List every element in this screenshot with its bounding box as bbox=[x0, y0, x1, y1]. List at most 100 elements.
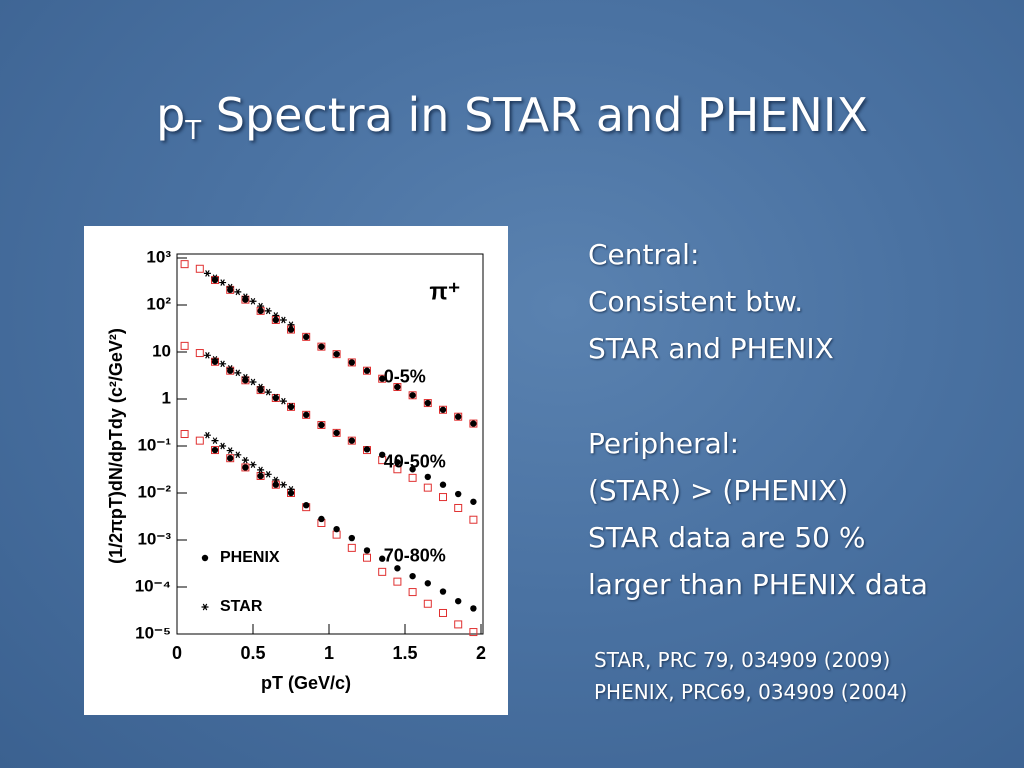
data-point bbox=[318, 343, 325, 350]
data-point bbox=[423, 599, 432, 608]
data-point bbox=[203, 351, 211, 359]
data-point bbox=[439, 608, 447, 617]
data-point bbox=[379, 375, 386, 382]
data-point bbox=[470, 498, 477, 505]
data-point bbox=[195, 436, 204, 445]
data-point bbox=[249, 297, 257, 305]
data-point bbox=[271, 480, 280, 489]
data-point bbox=[303, 333, 310, 341]
data-point bbox=[317, 342, 326, 351]
data-point bbox=[347, 543, 356, 552]
data-point bbox=[454, 503, 463, 512]
data-point bbox=[287, 326, 295, 333]
data-point bbox=[455, 490, 462, 498]
data-point bbox=[211, 446, 219, 455]
data-point bbox=[408, 391, 417, 400]
annotation: π⁺ bbox=[429, 278, 460, 305]
data-point bbox=[348, 534, 355, 542]
data-point bbox=[302, 410, 311, 419]
title-text: Spectra in STAR and PHENIX bbox=[201, 88, 868, 142]
data-point bbox=[333, 525, 340, 533]
data-point bbox=[408, 588, 417, 597]
data-point bbox=[363, 446, 371, 453]
title-subscript: T bbox=[185, 116, 202, 146]
data-point bbox=[234, 451, 242, 459]
data-point bbox=[264, 388, 272, 396]
plot-frame bbox=[176, 253, 484, 635]
data-point bbox=[211, 274, 219, 282]
data-point bbox=[242, 296, 249, 303]
note-line: STAR data are 50 % bbox=[588, 521, 866, 554]
legend-marker bbox=[201, 554, 209, 562]
data-point bbox=[257, 307, 264, 315]
legend-label: PHENIX bbox=[220, 549, 280, 566]
data-point bbox=[379, 555, 386, 562]
data-point bbox=[333, 429, 340, 437]
x-axis-label: pT (GeV/c) bbox=[261, 673, 351, 693]
data-point bbox=[393, 465, 402, 474]
annotation: 40-50% bbox=[384, 452, 446, 472]
y-tick-label: 10 bbox=[152, 341, 171, 360]
chart: pT (GeV/c) (1/2πpT)dN/dpTdy (c²/GeV²) 10… bbox=[84, 226, 508, 715]
data-point bbox=[439, 588, 447, 595]
title-text: p bbox=[156, 88, 186, 142]
legend-marker bbox=[201, 603, 209, 611]
x-tick-label: 1.5 bbox=[392, 643, 417, 663]
data-point bbox=[279, 316, 287, 324]
note-line: larger than PHENIX data bbox=[588, 568, 928, 601]
data-point bbox=[303, 502, 310, 509]
data-point bbox=[287, 402, 295, 410]
data-point bbox=[470, 605, 477, 612]
note-line: Central: bbox=[588, 238, 700, 271]
data-point bbox=[333, 350, 340, 358]
data-point bbox=[272, 393, 280, 401]
slide-title: pT Spectra in STAR and PHENIX bbox=[0, 88, 1024, 146]
data-point bbox=[219, 360, 227, 368]
data-point bbox=[203, 270, 211, 277]
data-point bbox=[226, 283, 234, 291]
data-point bbox=[424, 580, 431, 587]
data-point bbox=[195, 264, 204, 273]
data-point bbox=[272, 312, 280, 319]
note-line: Consistent btw. bbox=[588, 285, 804, 318]
data-point bbox=[234, 369, 242, 377]
data-point bbox=[347, 358, 356, 367]
data-point bbox=[363, 366, 371, 375]
note-line: (STAR) > (PHENIX) bbox=[588, 474, 849, 507]
data-point bbox=[257, 466, 265, 474]
y-tick-label: 10⁻² bbox=[137, 482, 171, 501]
x-tick-label: 1 bbox=[324, 643, 334, 663]
references: STAR, PRC 79, 034909 (2009) PHENIX, PRC69… bbox=[594, 644, 907, 708]
data-point bbox=[242, 377, 249, 384]
data-point bbox=[241, 463, 250, 472]
data-point bbox=[227, 367, 234, 374]
y-tick-label: 10³ bbox=[146, 247, 171, 266]
data-point bbox=[423, 483, 432, 492]
data-point bbox=[226, 454, 235, 463]
note-line: STAR and PHENIX bbox=[588, 332, 834, 365]
data-point bbox=[409, 572, 416, 580]
x-tick-label: 0.5 bbox=[240, 643, 265, 663]
data-point bbox=[394, 383, 401, 391]
data-point bbox=[256, 471, 265, 480]
data-point bbox=[393, 577, 402, 586]
data-point bbox=[439, 481, 447, 488]
data-point bbox=[287, 485, 295, 493]
data-point bbox=[439, 406, 447, 413]
data-point bbox=[257, 302, 265, 310]
data-point bbox=[211, 276, 219, 284]
y-tick-label: 10⁻³ bbox=[137, 529, 171, 548]
data-point bbox=[226, 364, 234, 372]
data-point bbox=[287, 321, 295, 329]
data-point bbox=[348, 359, 355, 366]
data-point bbox=[180, 430, 189, 439]
data-point bbox=[348, 437, 355, 444]
data-point bbox=[211, 437, 219, 444]
data-point bbox=[257, 386, 264, 394]
data-point bbox=[302, 332, 311, 341]
data-point bbox=[423, 399, 432, 408]
data-point bbox=[287, 325, 295, 334]
data-point bbox=[363, 367, 371, 374]
x-tick-label: 2 bbox=[476, 643, 486, 663]
data-point bbox=[318, 515, 325, 523]
